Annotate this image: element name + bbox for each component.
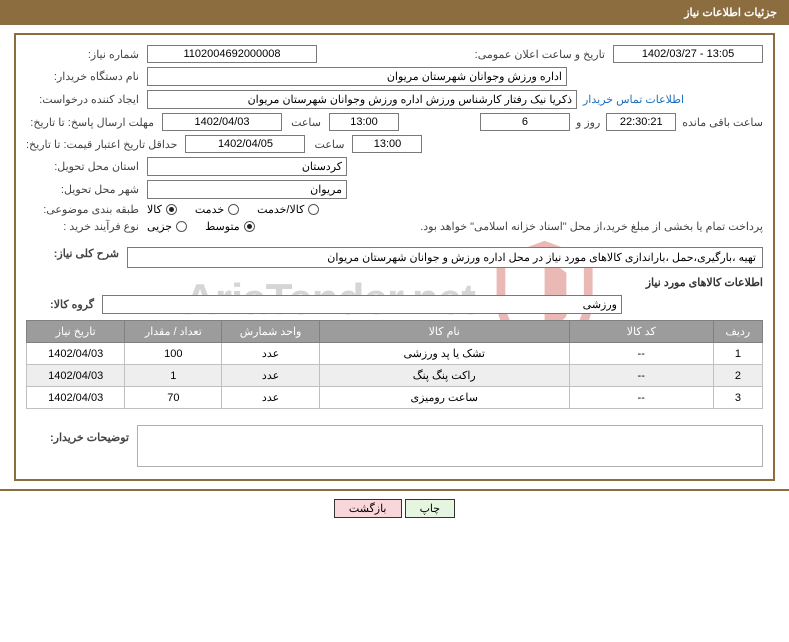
- requester-label: ایجاد کننده درخواست:: [26, 93, 141, 106]
- respond-time-label: ساعت: [288, 116, 323, 129]
- valid-date-field: 1402/04/05: [185, 135, 305, 153]
- process-radio-group: متوسط جزیی: [147, 220, 255, 233]
- remarks-label: توضیحات خریدار:: [26, 419, 131, 444]
- category-label: طبقه بندی موضوعی:: [26, 203, 141, 216]
- respond-date-field: 1402/04/03: [162, 113, 282, 131]
- category-radio-goods[interactable]: [166, 204, 177, 215]
- buyer-name-field: اداره ورزش وجوانان شهرستان مریوان: [147, 67, 567, 86]
- table-row: 1 -- تشک یا پد ورزشی عدد 100 1402/04/03: [27, 343, 763, 365]
- print-button[interactable]: چاپ: [405, 499, 456, 518]
- process-radio-medium[interactable]: [244, 221, 255, 232]
- process-opt-small: جزیی: [147, 220, 172, 233]
- overall-label: شرح کلی نیاز:: [26, 247, 121, 260]
- province-label: استان محل تحویل:: [26, 160, 141, 173]
- group-field: ورزشی: [102, 295, 622, 314]
- category-radio-service[interactable]: [228, 204, 239, 215]
- th-qty: تعداد / مقدار: [125, 321, 222, 343]
- back-button[interactable]: بازگشت: [334, 499, 402, 518]
- th-date: تاریخ نیاز: [27, 321, 125, 343]
- payment-note: پرداخت تمام یا بخشی از مبلغ خرید،از محل …: [420, 220, 763, 233]
- footer-buttons: چاپ بازگشت: [0, 489, 789, 518]
- announce-label: تاریخ و ساعت اعلان عمومی:: [457, 48, 607, 61]
- table-row: 2 -- راکت پنگ پنگ عدد 1 1402/04/03: [27, 365, 763, 387]
- group-label: گروه کالا:: [26, 298, 96, 311]
- table-row: 3 -- ساعت رومیزی عدد 70 1402/04/03: [27, 387, 763, 409]
- days-left-field: 6: [480, 113, 570, 131]
- announce-datetime-field: 13:05 - 1402/03/27: [613, 45, 763, 63]
- days-and-label: روز و: [576, 116, 600, 129]
- respond-deadline-label: مهلت ارسال پاسخ: تا تاریخ:: [26, 116, 156, 129]
- valid-time-field: 13:00: [352, 135, 422, 153]
- process-label: نوع فرآیند خرید :: [26, 220, 141, 233]
- form-container: 13:05 - 1402/03/27 تاریخ و ساعت اعلان عم…: [14, 33, 775, 481]
- valid-until-label: حداقل تاریخ اعتبار قیمت: تا تاریخ:: [26, 138, 179, 151]
- requester-field: ذکریا نیک رفتار کارشناس ورزش اداره ورزش …: [147, 90, 577, 109]
- province-field: کردستان: [147, 157, 347, 176]
- buyer-contact-link[interactable]: اطلاعات تماس خریدار: [583, 93, 684, 106]
- category-radio-group: کالا/خدمت خدمت کالا: [147, 203, 319, 216]
- remarks-box: [137, 425, 763, 467]
- panel-title: جزئیات اطلاعات نیاز: [0, 0, 789, 25]
- valid-time-label: ساعت: [311, 138, 346, 151]
- need-number-field: 1102004692000008: [147, 45, 317, 63]
- items-section-title: اطلاعات کالاهای مورد نیاز: [26, 276, 763, 289]
- countdown-field: 22:30:21: [606, 113, 676, 131]
- process-opt-medium: متوسط: [205, 220, 240, 233]
- city-label: شهر محل تحویل:: [26, 183, 141, 196]
- th-name: نام کالا: [319, 321, 569, 343]
- buyer-name-label: نام دستگاه خریدار:: [26, 70, 141, 83]
- category-opt-goods: کالا: [147, 203, 162, 216]
- th-code: کد کالا: [569, 321, 713, 343]
- th-unit: واحد شمارش: [222, 321, 320, 343]
- category-opt-service: خدمت: [195, 203, 224, 216]
- th-row: ردیف: [713, 321, 762, 343]
- overall-description-field: تهیه ،بارگیری،حمل ،باراندازی کالاهای مور…: [127, 247, 763, 268]
- category-radio-mixed[interactable]: [308, 204, 319, 215]
- category-opt-mixed: کالا/خدمت: [257, 203, 304, 216]
- city-field: مریوان: [147, 180, 347, 199]
- remaining-label: ساعت باقی مانده: [682, 116, 763, 129]
- items-table: ردیف کد کالا نام کالا واحد شمارش تعداد /…: [26, 320, 763, 409]
- process-radio-small[interactable]: [176, 221, 187, 232]
- respond-time-field: 13:00: [329, 113, 399, 131]
- need-number-label: شماره نیاز:: [26, 48, 141, 61]
